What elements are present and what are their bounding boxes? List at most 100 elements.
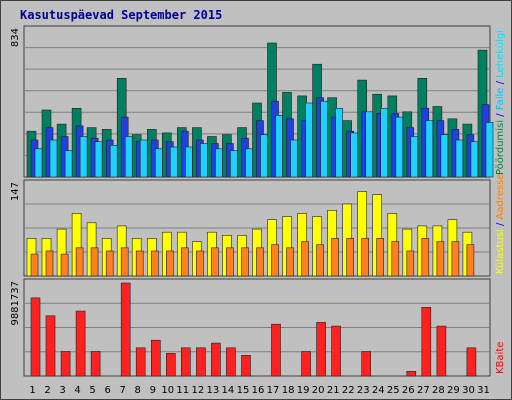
x-tick-label: 15 (237, 385, 250, 396)
x-tick-label: 1 (29, 385, 35, 396)
bar-lehekülgi-day-28 (440, 134, 449, 178)
x-tick-label: 18 (282, 385, 295, 396)
bar-aadresse-day-12 (196, 250, 204, 277)
bar-aadresse-day-17 (271, 244, 279, 277)
bar-aadresse-day-6 (105, 250, 114, 277)
series-legend: Külastusi / Aadresse (495, 174, 506, 274)
bar-kbaite-day-26 (406, 370, 417, 377)
bar-kbaite-day-2 (45, 315, 56, 377)
legend-entry: / (495, 110, 506, 120)
legend-entry: Faile (495, 88, 506, 111)
x-tick-label: 3 (59, 385, 65, 396)
bar-lehekülgi-day-19 (305, 102, 313, 178)
x-tick-label: 9 (150, 385, 156, 396)
panel-kbytes: 9881737 KBaite (10, 278, 506, 377)
bar-lehekülgi-day-21 (335, 108, 343, 178)
x-tick-label: 20 (312, 385, 325, 396)
x-tick-label: 5 (89, 385, 95, 396)
legend-entry: / (495, 220, 506, 230)
x-tick-label: 30 (462, 385, 475, 396)
bar-kbaite-day-4 (75, 310, 86, 377)
bar-kbaite-day-9 (151, 339, 161, 377)
bar-lehekülgi-day-26 (410, 136, 419, 178)
bar-aadresse-day-4 (75, 247, 84, 277)
bar-lehekülgi-day-29 (455, 139, 464, 178)
y-max-label: 834 (10, 28, 21, 47)
x-tick-label: 27 (417, 385, 430, 396)
y-max-label: 9881737 (10, 281, 21, 326)
bar-aadresse-day-15 (241, 247, 249, 277)
bar-lehekülgi-day-8 (139, 139, 148, 178)
bar-aadresse-day-18 (286, 247, 294, 277)
x-tick-label: 22 (342, 385, 355, 396)
bar-aadresse-day-7 (120, 247, 129, 277)
legend-entry: KBaite (495, 342, 506, 374)
x-tick-label: 23 (357, 385, 370, 396)
x-tick-label: 29 (447, 385, 460, 396)
bar-kbaite-day-10 (166, 353, 176, 377)
x-tick-label: 12 (192, 385, 205, 396)
bar-aadresse-day-3 (60, 253, 69, 277)
x-tick-label: 7 (120, 385, 126, 396)
bar-kbaite-day-19 (301, 351, 311, 377)
bar-aadresse-day-21 (331, 238, 339, 277)
bar-lehekülgi-day-10 (170, 146, 178, 178)
bar-aadresse-day-13 (211, 247, 219, 277)
bar-lehekülgi-day-24 (380, 108, 389, 178)
bar-aadresse-day-27 (421, 238, 430, 277)
x-axis-labels: 1 2 3 4 5 6 7 8 9 10 11 12 13 14 15 16 17 18 19 20 21 22 23 24 2… (29, 385, 490, 396)
bar-kbaite-day-1 (30, 297, 41, 377)
bar-kbaite-day-3 (60, 351, 71, 377)
bar-kbaite-day-5 (90, 351, 101, 377)
panel-visits: 834 Pöördumisi / Faile / Lehekülgi (10, 25, 506, 178)
bar-lehekülgi-day-31 (485, 122, 494, 178)
bar-aadresse-day-20 (316, 244, 324, 277)
chart-panels: 834 Pöördumisi / Faile / Lehekülgi 147 Küla… (10, 25, 506, 377)
bar-lehekülgi-day-18 (290, 139, 298, 178)
bar-lehekülgi-day-4 (79, 136, 88, 178)
legend-entry: Lehekülgi (495, 30, 506, 78)
x-tick-label: 28 (432, 385, 445, 396)
x-tick-label: 14 (222, 385, 235, 396)
x-tick-label: 6 (105, 385, 111, 396)
bar-kbaite-day-8 (135, 347, 146, 377)
bar-kbaite-day-11 (181, 347, 191, 377)
panel-hosts: 147 Külastusi / Aadresse (10, 174, 506, 277)
bar-lehekülgi-day-6 (109, 145, 118, 178)
bar-lehekülgi-day-13 (215, 148, 223, 178)
bar-aadresse-day-24 (376, 238, 385, 277)
x-tick-label: 8 (135, 385, 141, 396)
bar-lehekülgi-day-15 (245, 148, 253, 178)
bar-aadresse-day-25 (391, 241, 400, 277)
bar-aadresse-day-19 (301, 241, 309, 277)
chart-title: Kasutuspäevad September 2015 (20, 8, 222, 22)
x-tick-label: 13 (207, 385, 220, 396)
bar-aadresse-day-1 (30, 253, 39, 277)
x-tick-label: 2 (44, 385, 50, 396)
bar-kbaite-day-20 (316, 322, 326, 377)
x-tick-label: 10 (161, 385, 174, 396)
y-max-label: 147 (10, 182, 21, 201)
bar-kbaite-day-27 (421, 306, 432, 377)
bar-lehekülgi-day-27 (425, 120, 434, 178)
bar-lehekülgi-day-20 (320, 100, 328, 178)
bar-kbaite-day-21 (331, 325, 341, 377)
x-tick-label: 21 (327, 385, 340, 396)
bar-aadresse-day-11 (181, 247, 189, 277)
series-legend: KBaite (495, 342, 506, 374)
x-tick-label: 31 (477, 385, 490, 396)
bar-lehekülgi-day-2 (49, 139, 58, 178)
bar-lehekülgi-day-23 (365, 111, 374, 178)
series-legend: Pöördumisi / Faile / Lehekülgi (495, 30, 506, 175)
bar-lehekülgi-day-9 (155, 148, 163, 178)
legend-entry: Külastusi (495, 229, 506, 274)
bar-lehekülgi-day-22 (350, 132, 359, 178)
x-tick-label: 4 (74, 385, 80, 396)
x-tick-label: 16 (252, 385, 265, 396)
bar-lehekülgi-day-7 (124, 136, 133, 178)
bar-aadresse-day-22 (346, 238, 355, 277)
bar-aadresse-day-14 (226, 247, 234, 277)
bar-aadresse-day-5 (90, 247, 99, 277)
bar-kbaite-day-13 (211, 342, 221, 377)
bar-lehekülgi-day-12 (200, 143, 208, 178)
